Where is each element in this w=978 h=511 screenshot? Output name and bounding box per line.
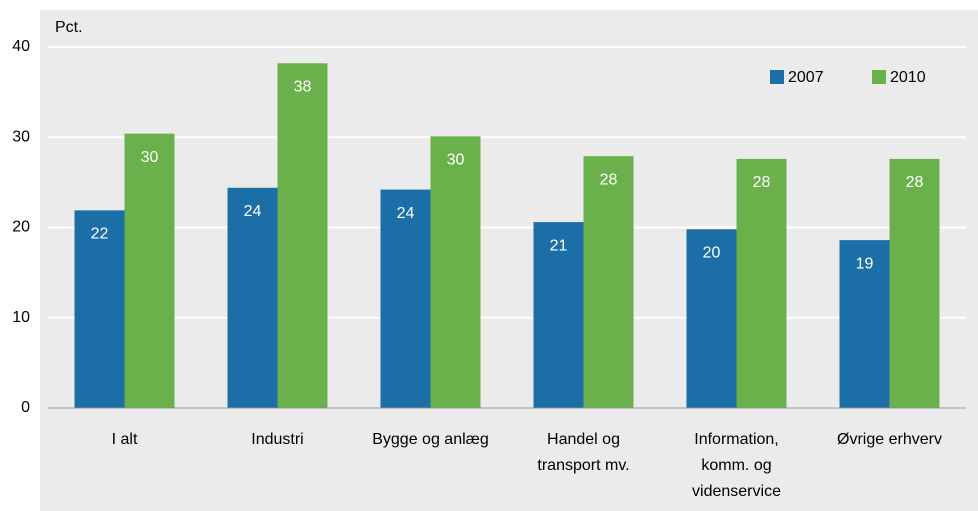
bar <box>736 158 787 408</box>
value-label: 24 <box>244 203 262 220</box>
legend-swatch <box>872 70 886 84</box>
y-tick-label: 10 <box>12 309 30 326</box>
chart-background <box>40 10 978 511</box>
bar <box>430 136 481 408</box>
bar <box>277 63 328 409</box>
bar <box>889 158 940 408</box>
x-tick-label: Industri <box>251 431 303 448</box>
bar <box>74 210 125 408</box>
x-tick-label: I alt <box>112 431 138 448</box>
bar <box>686 229 737 408</box>
y-tick-label: 20 <box>12 219 30 236</box>
bar <box>839 240 890 408</box>
value-label: 28 <box>906 174 924 191</box>
y-axis-label: Pct. <box>55 19 83 36</box>
value-label: 19 <box>856 255 874 272</box>
y-tick-label: 0 <box>21 399 30 416</box>
bar <box>124 133 175 408</box>
x-tick-label: Handel og transport mv. <box>537 431 629 474</box>
x-tick-label: Bygge og anlæg <box>372 431 489 448</box>
bar <box>227 187 278 408</box>
bar <box>583 156 634 408</box>
bar <box>380 189 431 408</box>
bar <box>533 222 584 408</box>
value-label: 20 <box>703 245 721 262</box>
legend-label: 2010 <box>890 69 926 86</box>
y-tick-label: 40 <box>12 38 30 55</box>
value-label: 24 <box>397 205 415 222</box>
x-tick-label: Information, komm. og videnservice <box>692 431 781 500</box>
legend-swatch <box>770 70 784 84</box>
value-label: 21 <box>550 237 568 254</box>
value-label: 30 <box>447 152 465 169</box>
value-label: 28 <box>753 174 771 191</box>
y-tick-label: 30 <box>12 128 30 145</box>
legend-label: 2007 <box>788 69 824 86</box>
value-label: 38 <box>294 78 312 95</box>
value-label: 28 <box>600 171 618 188</box>
value-label: 30 <box>141 149 159 166</box>
value-label: 22 <box>91 226 109 243</box>
x-tick-label: Øvrige erhverv <box>837 431 942 448</box>
